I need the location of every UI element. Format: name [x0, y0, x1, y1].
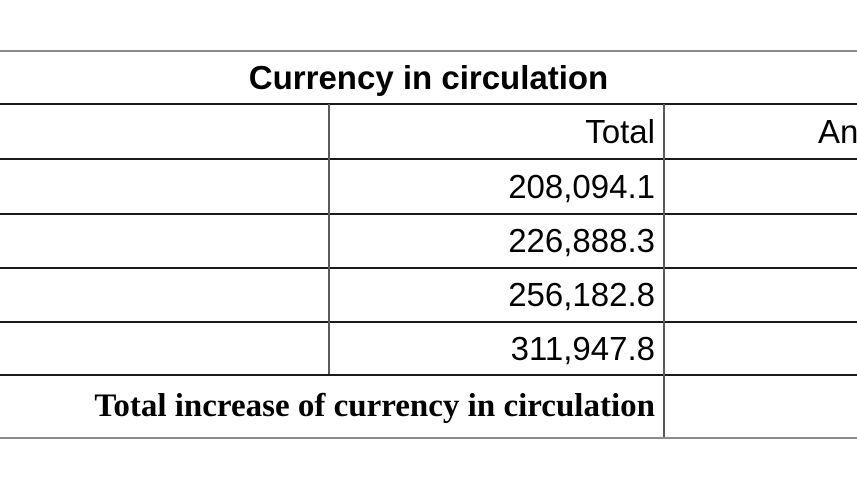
horizontal-grid-line [0, 321, 857, 323]
footer-label: Total increase of currency in circulatio… [94, 387, 655, 424]
total-value-row-1: 208,094.1 [508, 167, 655, 205]
horizontal-grid-line [0, 267, 857, 269]
total-value-row-2: 226,888.3 [508, 222, 655, 259]
table-title: Currency in circulation [248, 59, 609, 96]
horizontal-grid-line [0, 374, 857, 376]
total-value-row-3: 256,182.8 [508, 276, 655, 313]
column-header-total: Total [585, 112, 655, 150]
total-value-row-4: 311,947.8 [510, 329, 655, 367]
column-header-annual-truncated: An [818, 112, 857, 150]
table-top-border-line [0, 50, 857, 52]
vertical-grid-line-col1-col2 [328, 104, 330, 374]
table-bottom-border-line [0, 437, 857, 439]
vertical-grid-line-col2-col3 [663, 104, 665, 437]
horizontal-grid-line [0, 213, 857, 215]
horizontal-grid-line-under-title [0, 103, 857, 105]
horizontal-grid-line [0, 158, 857, 160]
